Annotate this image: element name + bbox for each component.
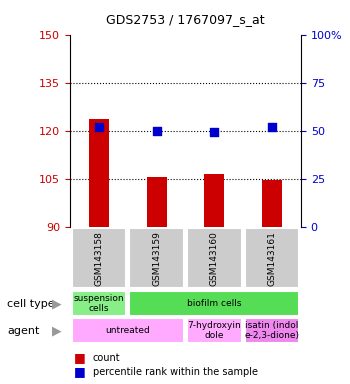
FancyBboxPatch shape — [130, 291, 299, 316]
Point — [211, 129, 217, 136]
Bar — [147, 177, 167, 227]
FancyBboxPatch shape — [72, 318, 184, 343]
Text: GDS2753 / 1767097_s_at: GDS2753 / 1767097_s_at — [106, 13, 265, 26]
Text: agent: agent — [7, 326, 39, 336]
Bar — [89, 119, 109, 227]
Text: isatin (indol
e-2,3-dione): isatin (indol e-2,3-dione) — [245, 321, 300, 340]
Text: ■: ■ — [74, 351, 85, 364]
FancyBboxPatch shape — [187, 318, 241, 343]
Text: suspension
cells: suspension cells — [74, 294, 124, 313]
FancyBboxPatch shape — [187, 228, 241, 288]
Text: ▶: ▶ — [52, 297, 61, 310]
FancyBboxPatch shape — [72, 228, 126, 288]
Point — [96, 124, 101, 130]
Text: ▶: ▶ — [52, 324, 61, 337]
Point — [269, 124, 275, 130]
Text: GSM143158: GSM143158 — [94, 231, 103, 286]
Text: untreated: untreated — [105, 326, 150, 335]
Text: count: count — [93, 353, 120, 363]
Text: biofilm cells: biofilm cells — [187, 299, 241, 308]
Text: 7-hydroxyin
dole: 7-hydroxyin dole — [188, 321, 241, 340]
Text: percentile rank within the sample: percentile rank within the sample — [93, 367, 258, 377]
FancyBboxPatch shape — [245, 318, 299, 343]
Text: GSM143161: GSM143161 — [268, 231, 276, 286]
Text: GSM143159: GSM143159 — [152, 231, 161, 286]
Text: GSM143160: GSM143160 — [210, 231, 219, 286]
Text: cell type: cell type — [7, 299, 55, 309]
Bar — [262, 180, 282, 227]
Text: ■: ■ — [74, 365, 85, 378]
FancyBboxPatch shape — [72, 291, 126, 316]
Point — [154, 127, 160, 134]
FancyBboxPatch shape — [130, 228, 184, 288]
Bar — [204, 174, 224, 227]
FancyBboxPatch shape — [245, 228, 299, 288]
